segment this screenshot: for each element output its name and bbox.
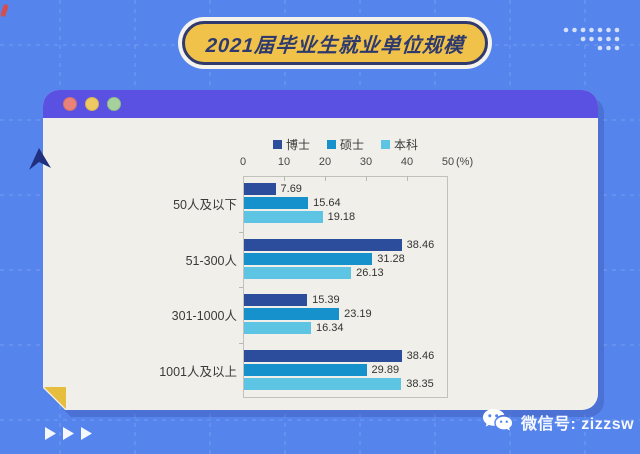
- bar-value-label: 29.89: [371, 363, 400, 376]
- bar-本科: [244, 266, 352, 279]
- bar-博士: [244, 349, 402, 362]
- bar-value-label: 26.13: [356, 266, 384, 279]
- arrow-icon: [81, 427, 92, 440]
- category-label: 51-300人: [185, 253, 237, 268]
- bar-硕士: [244, 252, 373, 265]
- traffic-light-yellow: [85, 97, 99, 111]
- axis-tick-label: 0: [239, 156, 247, 168]
- traffic-light-red: [63, 97, 77, 111]
- dot-matrix-decoration: [563, 27, 620, 51]
- category-tick-mark: [239, 287, 243, 288]
- category-label: 301-1000人: [171, 309, 237, 324]
- bar-本科: [244, 211, 323, 223]
- bar-value-label: 15.64: [313, 197, 341, 209]
- bar-本科: [244, 322, 311, 334]
- bar-value-label: 31.28: [377, 252, 405, 265]
- title-banner-inner: 2021届毕业生就业单位规模: [182, 21, 488, 65]
- bar-博士: [244, 183, 276, 195]
- axis-tick-mark: [407, 176, 408, 181]
- bar-value-label: 7.69: [280, 183, 302, 195]
- category-label: 1001人及以上: [159, 364, 237, 379]
- wechat-id-label: 微信号: zizzsw: [521, 415, 635, 433]
- legend-label: 博士: [285, 138, 310, 152]
- legend-item: 博士: [272, 136, 310, 153]
- wechat-icon: [483, 409, 513, 431]
- bar-硕士: [244, 363, 367, 376]
- category-tick-mark: [239, 342, 243, 344]
- bar-value-label: 23.19: [344, 308, 372, 320]
- bar-value-label: 16.34: [315, 322, 344, 334]
- title-banner: 2021届毕业生就业单位规模: [178, 17, 492, 69]
- axis-tick-label: 20: [318, 156, 332, 168]
- legend-label: 本科: [394, 138, 419, 152]
- axis-tick-mark: [325, 176, 326, 181]
- category-label: 50人及以下: [173, 198, 237, 213]
- arrow-icon: [63, 427, 74, 440]
- legend-swatch: [326, 140, 336, 149]
- legend-item: 硕士: [326, 136, 364, 153]
- axis-tick-mark: [284, 176, 285, 181]
- axis-unit-label: (%): [456, 156, 474, 168]
- bar-本科: [244, 377, 402, 390]
- bar-value-label: 38.46: [406, 238, 435, 251]
- axis-tick-label: 50: [441, 156, 455, 168]
- axis-tick-label: 30: [359, 156, 373, 168]
- plot-area: [243, 176, 448, 398]
- bar-value-label: 38.46: [406, 349, 435, 362]
- bar-硕士: [244, 308, 340, 320]
- bar-硕士: [244, 197, 309, 209]
- wechat-footer: 微信号: zizzsw: [482, 408, 634, 435]
- bar-value-label: 19.18: [327, 211, 356, 223]
- window-titlebar: [43, 90, 598, 118]
- traffic-light-green: [107, 97, 121, 111]
- bar-value-label: 38.35: [406, 377, 434, 390]
- triple-arrow-decoration: [45, 427, 92, 440]
- bar-博士: [244, 238, 402, 251]
- axis-tick-label: 40: [400, 156, 414, 168]
- chart-legend: 博士 硕士 本科: [243, 136, 448, 153]
- bar-博士: [244, 294, 308, 306]
- axis-tick-label: 10: [277, 156, 291, 168]
- category-tick-mark: [239, 231, 243, 233]
- legend-swatch: [381, 140, 390, 149]
- legend-item: 本科: [381, 136, 418, 153]
- axis-tick-mark: [366, 176, 367, 181]
- cursor-arrow-decoration: [29, 148, 51, 170]
- legend-swatch: [272, 140, 282, 149]
- arrow-icon: [45, 427, 56, 440]
- legend-label: 硕士: [339, 138, 364, 152]
- bar-value-label: 15.39: [312, 294, 340, 306]
